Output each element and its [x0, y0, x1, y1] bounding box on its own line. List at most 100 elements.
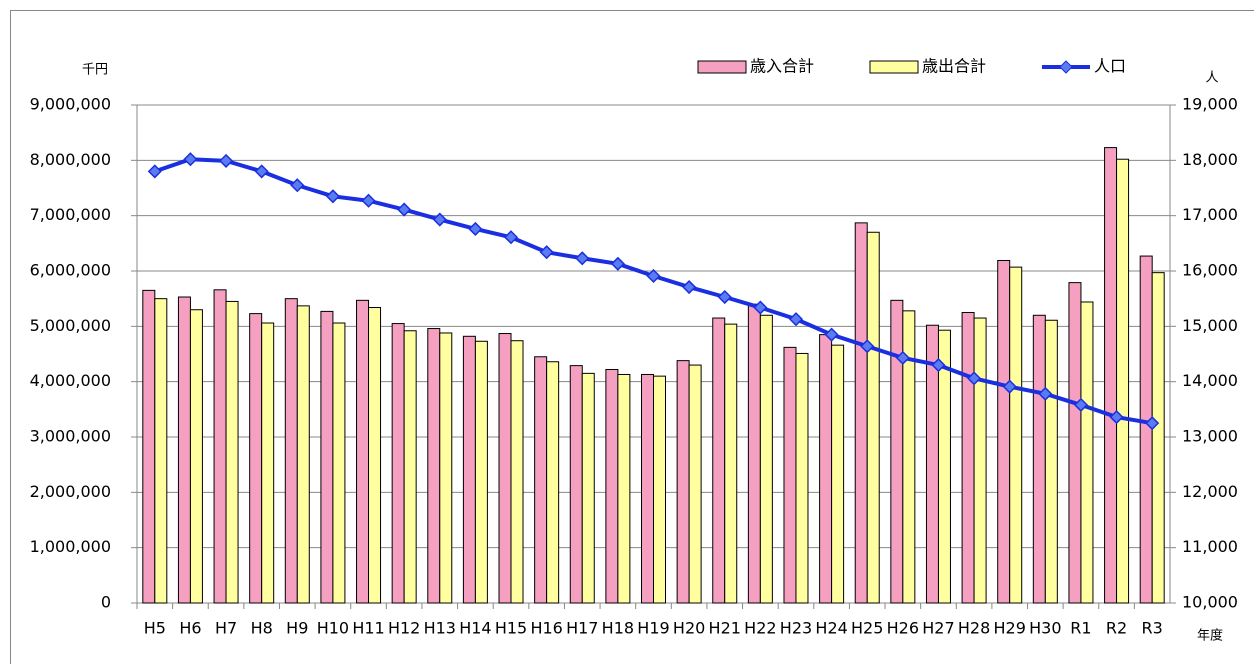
bar: [462, 335, 476, 604]
y-tick-label: 2,000,000: [30, 482, 111, 501]
bar: [1068, 282, 1082, 604]
x-tick-label: H26: [887, 619, 919, 638]
x-tick-label: H18: [602, 619, 634, 638]
bar: [724, 323, 738, 604]
x-tick-label: H8: [251, 619, 273, 638]
bar: [284, 298, 298, 604]
x-tick-label: H13: [424, 619, 456, 638]
bar: [225, 300, 239, 604]
bar: [1044, 319, 1058, 604]
bar: [213, 289, 227, 604]
bar: [641, 373, 654, 604]
x-tick-label: H15: [495, 619, 527, 638]
bar: [154, 298, 168, 604]
y2-tick-label: 13,000: [1182, 427, 1238, 446]
bar: [902, 310, 916, 604]
x-unit: 年度: [1197, 628, 1223, 644]
y-tick-label: 6,000,000: [30, 261, 111, 280]
x-tick-label: H17: [566, 619, 598, 638]
marker: [1073, 397, 1089, 412]
x-tick-label: H29: [994, 619, 1026, 638]
x-tick-label: H6: [179, 619, 201, 638]
x-tick-label: H9: [286, 619, 308, 638]
bar: [617, 373, 631, 604]
marker: [147, 164, 162, 179]
bar: [961, 312, 975, 604]
bar: [653, 375, 666, 604]
bar: [747, 303, 761, 604]
y2-tick-label: 17,000: [1182, 205, 1238, 224]
bar: [937, 329, 951, 604]
bar: [795, 352, 809, 604]
x-tick-label: H5: [144, 619, 166, 638]
x-tick-label: H20: [673, 619, 705, 638]
marker: [503, 230, 519, 245]
marker: [860, 339, 875, 354]
marker: [1038, 386, 1053, 401]
bar: [605, 368, 619, 604]
bar: [320, 310, 334, 604]
x-tick-label: H10: [317, 619, 349, 638]
marker: [1145, 416, 1160, 431]
bar: [581, 372, 595, 604]
bar: [1104, 147, 1118, 604]
marker: [325, 189, 340, 204]
legend-label: 歳出合計: [922, 57, 986, 76]
bar: [676, 360, 690, 604]
marker: [682, 279, 697, 295]
legend-marker: [1059, 60, 1073, 74]
bar: [819, 334, 833, 604]
x-tick-label: R1: [1070, 619, 1091, 638]
x-tick-label: H28: [958, 619, 990, 638]
y2-tick-label: 10,000: [1182, 593, 1238, 612]
x-tick-label: H11: [352, 619, 384, 638]
bar: [391, 323, 405, 604]
bar: [510, 340, 524, 604]
bar: [1116, 158, 1130, 604]
bar: [249, 313, 263, 604]
marker: [610, 256, 625, 271]
x-tick-label: R2: [1106, 619, 1127, 638]
x-tick-label: H7: [215, 619, 237, 638]
marker: [218, 153, 234, 168]
bar: [296, 305, 310, 604]
bar: [854, 222, 868, 604]
bar: [261, 322, 275, 604]
y2-tick-label: 14,000: [1182, 371, 1238, 390]
bar: [142, 289, 156, 604]
bar: [1009, 266, 1023, 604]
bar: [439, 332, 453, 604]
y-unit: 千円: [82, 63, 108, 78]
bar: [1151, 272, 1165, 604]
y2-unit: 人: [1205, 71, 1218, 86]
bar: [356, 299, 370, 604]
legend-label: 歳入合計: [750, 57, 814, 76]
y2-tick-label: 19,000: [1182, 95, 1238, 114]
x-tick-label: H22: [744, 619, 776, 638]
bar: [498, 333, 512, 604]
x-tick-label: R3: [1142, 619, 1163, 638]
marker: [717, 289, 732, 305]
bar: [759, 314, 773, 604]
marker: [432, 212, 447, 227]
bar: [534, 356, 548, 604]
x-tick-label: H25: [851, 619, 883, 638]
y2-tick-label: 12,000: [1182, 482, 1238, 501]
bar: [973, 317, 987, 604]
marker: [895, 350, 910, 365]
marker: [397, 202, 412, 217]
x-tick-label: H30: [1029, 619, 1061, 638]
marker: [646, 268, 661, 284]
y2-tick-label: 18,000: [1182, 150, 1238, 169]
marker: [1002, 379, 1017, 394]
bar: [783, 346, 797, 604]
bar: [332, 322, 346, 604]
bar: [866, 231, 880, 604]
y-tick-label: 3,000,000: [30, 427, 111, 446]
x-tick-label: H24: [815, 619, 847, 638]
x-tick-label: H21: [709, 619, 741, 638]
marker: [753, 300, 768, 315]
bar: [427, 328, 441, 604]
x-tick-label: H27: [922, 619, 954, 638]
y-tick-label: 5,000,000: [30, 316, 111, 335]
